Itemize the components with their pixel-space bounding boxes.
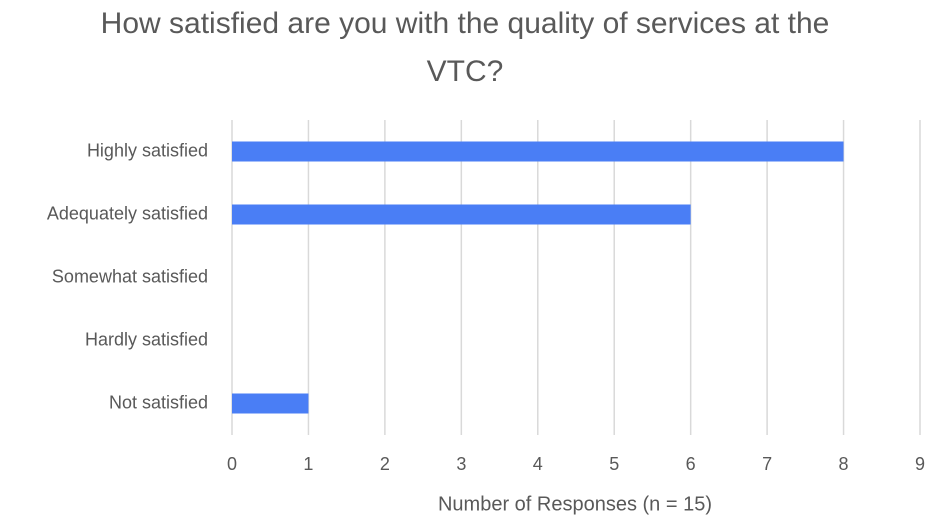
x-tick-label: 8	[839, 454, 849, 474]
chart-title: How satisfied are you with the quality o…	[100, 7, 830, 88]
x-tick-label: 5	[609, 454, 619, 474]
x-tick-label: 4	[533, 454, 543, 474]
y-tick-label: Not satisfied	[109, 392, 208, 412]
x-tick-label: 9	[915, 454, 925, 474]
x-tick-label: 0	[227, 454, 237, 474]
y-tick-label: Hardly satisfied	[85, 329, 208, 349]
x-tick-label: 7	[762, 454, 772, 474]
x-tick-label: 2	[380, 454, 390, 474]
x-tick-label: 3	[456, 454, 466, 474]
x-tick-label: 1	[303, 454, 313, 474]
bar	[232, 393, 309, 414]
y-tick-label: Somewhat satisfied	[52, 266, 208, 286]
y-tick-label: Highly satisfied	[87, 140, 208, 160]
bar	[232, 204, 691, 225]
x-axis-label: Number of Responses (n = 15)	[438, 493, 712, 515]
bar	[232, 141, 844, 162]
y-tick-label: Adequately satisfied	[47, 203, 208, 223]
x-tick-label: 6	[686, 454, 696, 474]
